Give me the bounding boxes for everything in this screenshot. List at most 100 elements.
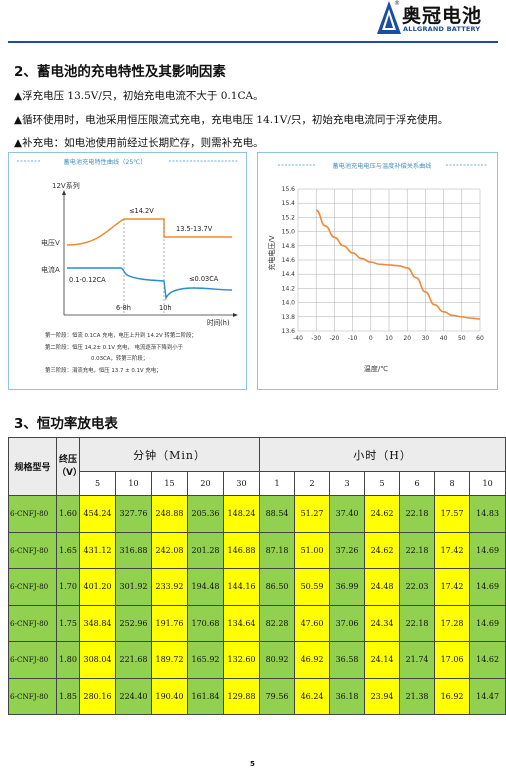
value-cell: 82.28 [259,604,296,642]
value-cell: 51.27 [294,495,331,533]
x-tick-label: 60 [476,335,484,342]
table-row: 6-CNFJ-80 1.70 401.20 301.92 233.92 194.48 144… [8,568,506,606]
label-peak-voltage: ≤14.2V [129,207,154,215]
value-cell: 51.00 [294,531,331,569]
value-cell: 24.14 [364,641,401,679]
model-header: 规格型号 [8,437,57,496]
section-2-title: 2、蓄电池的充电特性及其影响因素 [14,64,226,80]
y-tick-label: 13.8 [282,314,296,321]
value-cell: 17.42 [434,531,471,569]
x-tick-label: 30 [422,335,430,342]
value-cell: 146.88 [222,531,261,569]
value-cell: 190.40 [151,677,188,715]
value-cell: 205.36 [187,495,224,533]
hours-header: 小时（H） [259,437,506,472]
hour-col-header: 10 [469,471,506,496]
x-tick-label: -20 [329,335,339,342]
minute-col-header: 15 [151,471,188,496]
end-voltage-cell: 1.75 [56,604,80,642]
voltage-header-text: 终压 [58,454,77,465]
note-stage-3: 第三阶段：涓流充电，恒压 13.7 ± 0.1V 充电； [45,366,162,374]
value-cell: 36.58 [329,641,366,679]
x-axis-label: 时间(h) [207,318,230,327]
hour-col-header: 3 [329,471,366,496]
end-voltage-cell: 1.65 [56,531,80,569]
value-cell: 37.06 [329,604,366,642]
value-cell: 88.54 [259,495,296,533]
logo-triangle-icon [377,1,401,34]
label-trickle-current: ≤0.03CA [189,275,219,283]
value-cell: 189.72 [151,641,188,679]
value-cell: 79.56 [259,677,296,715]
y-tick-label: 15.2 [282,214,296,221]
charging-characteristic-chart: 蓄电池充电特性曲线（25℃） 12V系列 电压V 电流A ≤14.2V 13.5… [8,152,247,390]
value-cell: 21.38 [399,677,436,715]
value-cell: 14.69 [469,568,506,606]
right-chart-title: 蓄电池充电电压与温度补偿关系曲线 [333,162,432,170]
minutes-header: 分钟（Min） [78,437,261,472]
value-cell: 224.40 [115,677,152,715]
value-cell: 22.03 [399,568,436,606]
left-chart-title: 蓄电池充电特性曲线（25℃） [64,158,147,166]
table-row: 6-CNFJ-80 1.65 431.12 316.88 242.08 201.28 146… [8,531,506,569]
label-initial-current: 0.1-0.12CA [69,276,106,284]
y-tick-label: 14.8 [282,243,296,250]
value-cell: 252.96 [115,604,152,642]
value-cell: 21.74 [399,641,436,679]
value-cell: 37.26 [329,531,366,569]
value-cell: 401.20 [79,568,116,606]
y-tick-label: 15.6 [282,186,296,193]
bullet-supplement-charge: ▲补充电：如电池使用前经过长期贮存，则需补充电。 [14,137,264,149]
value-cell: 129.88 [222,677,261,715]
value-cell: 36.99 [329,568,366,606]
section-3-title: 3、恒功率放电表 [14,416,118,432]
brand-logo: ® 奥冠电池 ALLGRAND BATTERY [376,0,506,38]
note-stage-1: 第一阶段：恒流 0.1CA 充电，电压上升到 14.2V 转第二阶段； [45,331,197,339]
value-cell: 17.42 [434,568,471,606]
value-cell: 80.92 [259,641,296,679]
minute-col-header: 20 [187,471,224,496]
value-cell: 316.88 [115,531,152,569]
table-row: 6-CNFJ-80 1.85 280.16 224.40 190.40 161.84 129… [8,677,506,715]
x-tick-label: 10 [385,335,393,342]
value-cell: 431.12 [79,531,116,569]
y-tick-label: 14.2 [282,285,296,292]
end-voltage-cell: 1.85 [56,677,80,715]
value-cell: 46.24 [294,677,331,715]
value-cell: 242.08 [151,531,188,569]
bullet-cycle-use: ▲循环使用时，电池采用恒压限流式充电，充电电压 14.1V/只，初始充电电流同于… [14,114,449,126]
value-cell: 87.18 [259,531,296,569]
value-cell: 454.24 [79,495,116,533]
value-cell: 14.69 [469,604,506,642]
value-cell: 221.68 [115,641,152,679]
x-tick-label: -10 [348,335,358,342]
value-cell: 16.92 [434,677,471,715]
label-6-8h: 6-8h [116,304,131,312]
y-tick-label: 14.6 [282,257,296,264]
value-cell: 327.76 [115,495,152,533]
value-cell: 194.48 [187,568,224,606]
minute-col-header: 30 [222,471,261,496]
table-row: 6-CNFJ-80 1.80 308.04 221.68 189.72 165.92 132… [8,641,506,679]
temperature-compensation-chart: 蓄电池充电电压与温度补偿关系曲线 15.6 15.4 15.2 15.0 14.8 14.… [257,152,498,390]
registered-mark: ® [394,0,400,7]
value-cell: 308.04 [79,641,116,679]
value-cell: 50.59 [294,568,331,606]
value-cell: 134.64 [222,604,261,642]
value-cell: 144.16 [222,568,261,606]
minute-col-header: 10 [115,471,152,496]
end-voltage-cell: 1.70 [56,568,80,606]
hour-col-header: 5 [364,471,401,496]
model-cell: 6-CNFJ-80 [8,531,57,569]
hour-col-header: 2 [294,471,331,496]
header-divider [8,41,498,43]
hour-col-header: 1 [259,471,296,496]
value-cell: 14.83 [469,495,506,533]
page-number: 5 [250,760,255,768]
y-tick-label: 15.0 [282,229,296,236]
value-cell: 22.18 [399,495,436,533]
value-cell: 132.60 [222,641,261,679]
brand-name-cn: 奥冠电池 [402,5,483,27]
value-cell: 22.18 [399,531,436,569]
value-cell: 36.18 [329,677,366,715]
